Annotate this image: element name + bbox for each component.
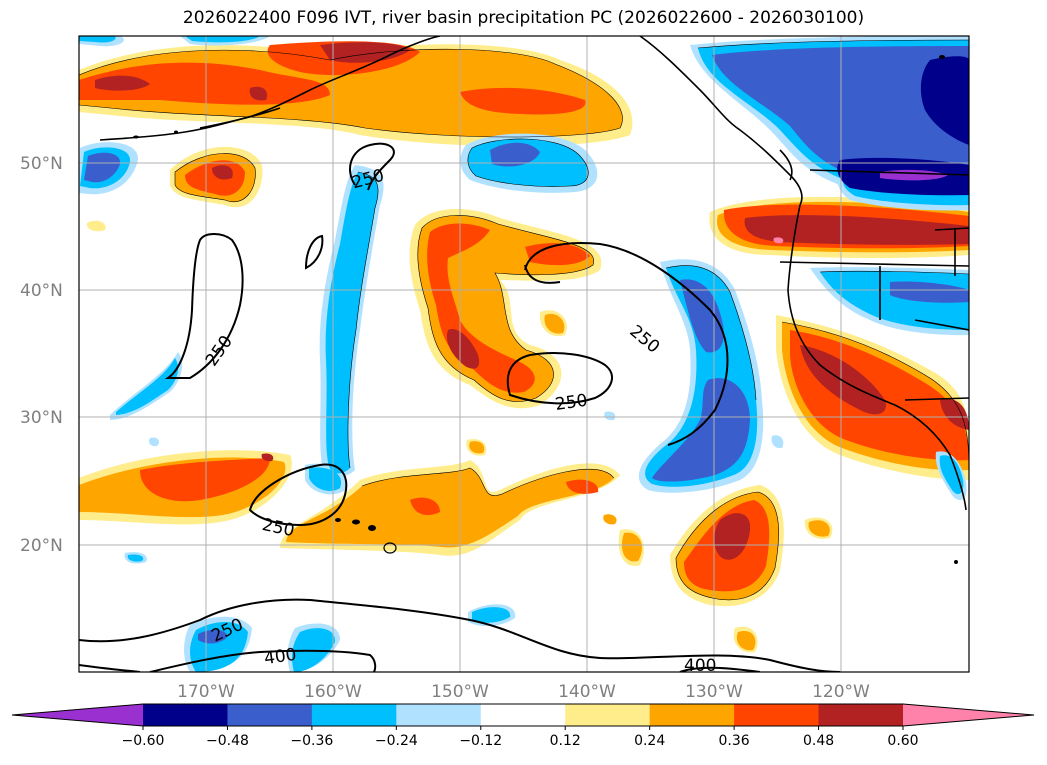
lon-label-150w: 150°W — [431, 682, 489, 702]
contour-label: 400 — [263, 645, 298, 669]
lat-label-20n: 20°N — [20, 536, 63, 556]
colorbar-segment — [311, 704, 397, 726]
colorbar-tick-label: 0.24 — [634, 733, 665, 749]
colorbar-tick-label: −0.48 — [206, 733, 249, 749]
coastlines — [99, 36, 969, 511]
colorbar-segment — [649, 704, 735, 726]
colorbar-segment — [227, 704, 313, 726]
lat-label-40n: 40°N — [20, 281, 63, 301]
map-panel — [79, 36, 969, 672]
colorbar-tick-label: −0.24 — [375, 733, 418, 749]
colorbar-segment — [734, 704, 820, 726]
lat-label-50n: 50°N — [20, 154, 63, 174]
map-title: 2026022400 F096 IVT, river basin precipi… — [182, 8, 865, 28]
colorbar-tick-label: −0.12 — [459, 733, 502, 749]
colorbar-segment — [396, 704, 482, 726]
colorbar-extend-low — [12, 704, 143, 726]
longitude-labels: 170°W 160°W 150°W 140°W 130°W 120°W — [177, 682, 870, 702]
lon-label-120w: 120°W — [812, 682, 870, 702]
gridlines — [79, 36, 969, 672]
lon-label-140w: 140°W — [558, 682, 616, 702]
colorbar: −0.60 −0.48 −0.36 −0.24 −0.12 0.12 0.24 0.36 0.4… — [11, 703, 1035, 749]
colorbar-tick-label: −0.60 — [122, 733, 165, 749]
colorbar-tick-label: −0.36 — [290, 733, 333, 749]
lat-label-30n: 30°N — [20, 408, 63, 428]
colorbar-segment — [818, 704, 904, 726]
colorbar-tick-label: 0.48 — [803, 733, 834, 749]
contour-label: 250 — [554, 391, 589, 415]
ivt-contours — [79, 142, 841, 672]
islands — [133, 55, 958, 564]
colorbar-tick-label: 0.60 — [887, 733, 918, 749]
lon-label-170w: 170°W — [177, 682, 235, 702]
colorbar-segment — [480, 704, 566, 726]
lon-label-130w: 130°W — [685, 682, 743, 702]
colorbar-extend-high — [903, 704, 1034, 726]
colorbar-tick-label: 0.36 — [719, 733, 750, 749]
contour-label: 400 — [684, 656, 716, 676]
colorbar-segment — [565, 704, 651, 726]
colorbar-tick-label: 0.12 — [550, 733, 581, 749]
map-border — [78, 35, 970, 673]
shading-0.48 — [95, 42, 969, 560]
shading-0.60 — [773, 237, 784, 244]
thin-contours — [79, 39, 969, 601]
colorbar-segment — [143, 704, 228, 726]
latitude-labels: 50°N 40°N 30°N 20°N — [20, 154, 63, 556]
lon-label-160w: 160°W — [304, 682, 362, 702]
